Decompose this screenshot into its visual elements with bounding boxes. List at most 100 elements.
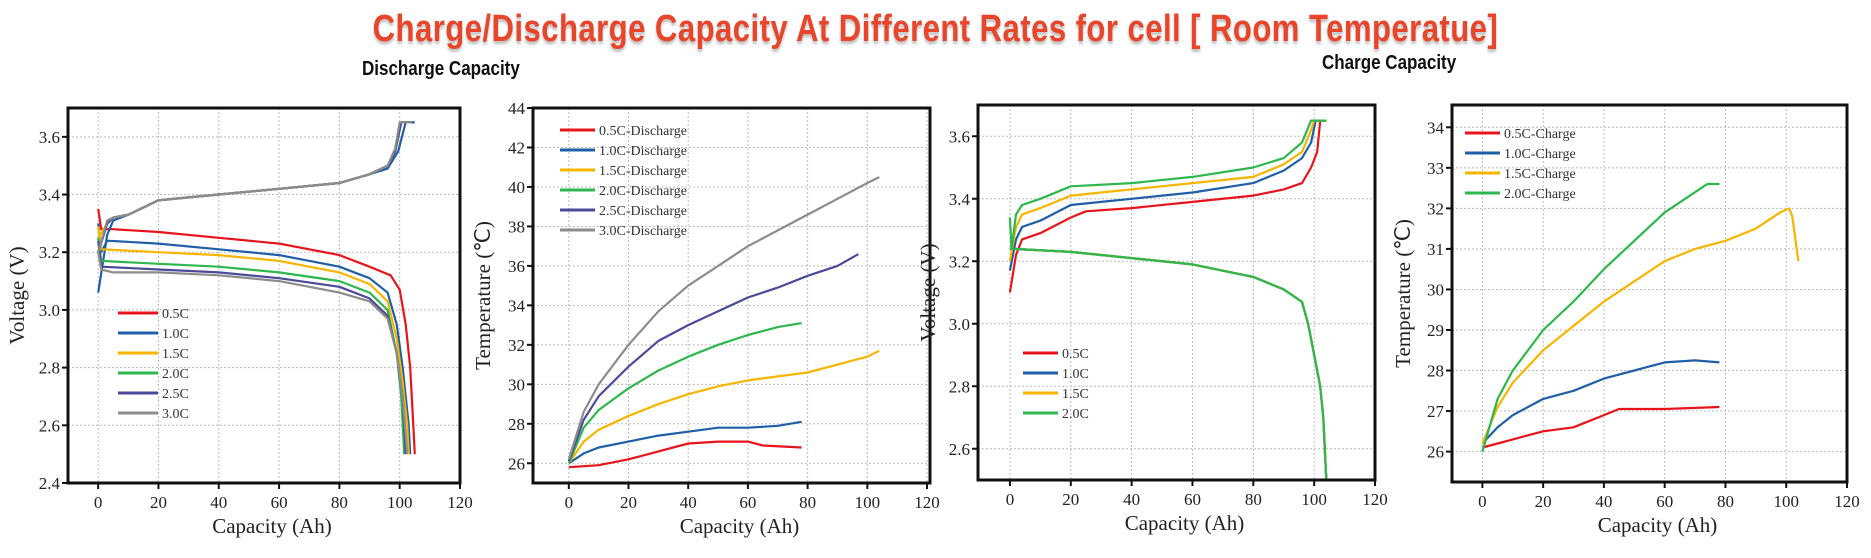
x-tick-label: 100 bbox=[1773, 492, 1799, 511]
series-line-2_0C-Charge bbox=[1481, 182, 1720, 452]
y-axis-title: Voltage (V) bbox=[5, 246, 29, 344]
series-line-2_0C-Discharge bbox=[567, 322, 802, 464]
chart-1: 0 20 40 60 80 100 120 2.4 2.6 2.8 3.0 3.2 3.4 3.6 0.5C… bbox=[5, 106, 473, 538]
x-axis-title: Capacity (Ah) bbox=[680, 514, 800, 538]
series-line-1_0C-Charge bbox=[1481, 359, 1720, 445]
chart-2: 0 20 40 60 80 100 120 26 28 30 32 34 36 38 40 42 44 0.5C-… bbox=[471, 99, 940, 538]
chart-3: 0 20 40 60 80 100 120 2.6 2.8 3.0 3.2 3.4 3.6 0.5C 1.0… bbox=[916, 103, 1388, 535]
series-line-1_5C-Charge bbox=[1481, 207, 1800, 444]
x-axis-title: Capacity (Ah) bbox=[1125, 511, 1245, 535]
legend-label: 3.0C bbox=[162, 407, 189, 422]
series-line-1_5C-Discharge bbox=[567, 349, 880, 464]
y-tick-label: 40 bbox=[508, 178, 525, 197]
chart-4: 0 20 40 60 80 100 120 26 27 28 29 30 31 32 33 34 0.5C-Ch… bbox=[1391, 103, 1860, 537]
legend-label: 2.5C-Discharge bbox=[599, 204, 687, 219]
x-tick-label: 60 bbox=[271, 493, 288, 512]
y-tick-label: 36 bbox=[508, 257, 525, 276]
y-tick-label: 31 bbox=[1427, 240, 1444, 259]
x-tick-label: 100 bbox=[1301, 490, 1327, 509]
x-tick-label: 100 bbox=[855, 493, 881, 512]
x-tick-label: 40 bbox=[1595, 492, 1612, 511]
x-tick-label: 60 bbox=[1656, 492, 1673, 511]
x-axis-title: Capacity (Ah) bbox=[1598, 513, 1718, 537]
y-tick-label: 26 bbox=[508, 454, 525, 473]
legend-label: 2.0C bbox=[162, 367, 189, 382]
y-tick-label: 2.6 bbox=[39, 416, 60, 435]
x-tick-label: 80 bbox=[1245, 490, 1262, 509]
legend-label: 1.0C-Discharge bbox=[599, 144, 687, 159]
series-line-0_5C-discharge bbox=[97, 208, 416, 455]
plot-area bbox=[533, 108, 930, 483]
y-tick-label: 34 bbox=[1427, 118, 1445, 137]
y-tick-label: 2.8 bbox=[949, 377, 970, 396]
y-tick-label: 26 bbox=[1427, 443, 1444, 462]
legend-label: 0.5C bbox=[162, 307, 189, 322]
legend-label: 2.0C-Charge bbox=[1504, 187, 1576, 202]
y-tick-label: 3.4 bbox=[949, 190, 971, 209]
main-title: Charge/Discharge Capacity At Different R… bbox=[372, 8, 1499, 50]
x-tick-label: 80 bbox=[799, 493, 816, 512]
x-tick-label: 20 bbox=[150, 493, 167, 512]
y-tick-label: 30 bbox=[1427, 280, 1444, 299]
series-line-0_5C-Discharge bbox=[568, 440, 802, 469]
plot-area bbox=[68, 108, 460, 483]
y-tick-label: 3.2 bbox=[39, 243, 60, 262]
y-tick-label: 2.8 bbox=[39, 359, 60, 378]
series-line-1_5C-charge bbox=[1008, 119, 1327, 262]
y-tick-label: 29 bbox=[1427, 321, 1444, 340]
y-tick-label: 3.2 bbox=[949, 252, 970, 271]
legend-label: 3.0C-Discharge bbox=[599, 224, 687, 239]
y-tick-label: 2.4 bbox=[39, 474, 61, 493]
legend-label: 1.5C-Charge bbox=[1504, 167, 1576, 182]
x-tick-label: 20 bbox=[1062, 490, 1079, 509]
y-tick-label: 32 bbox=[1427, 199, 1444, 218]
y-tick-label: 3.4 bbox=[39, 186, 61, 205]
series-line-2_0C-charge bbox=[1008, 119, 1327, 250]
x-tick-label: 40 bbox=[1123, 490, 1140, 509]
x-tick-label: 60 bbox=[739, 493, 756, 512]
series-line-0_5C-charge bbox=[1008, 119, 1327, 293]
series-line-2_0C-discharge bbox=[1009, 247, 1328, 481]
series-line-2_5C-Discharge bbox=[567, 253, 859, 462]
x-tick-label: 120 bbox=[1362, 490, 1388, 509]
y-tick-label: 32 bbox=[508, 336, 525, 355]
series-line-3_0C-discharge bbox=[97, 252, 409, 455]
legend-label: 2.5C bbox=[162, 387, 189, 402]
x-tick-label: 0 bbox=[1006, 490, 1015, 509]
y-axis-title: Voltage (V) bbox=[916, 243, 940, 341]
legend-label: 1.5C bbox=[162, 347, 189, 362]
legend-label: 0.5C bbox=[1062, 347, 1089, 362]
y-tick-label: 30 bbox=[508, 375, 525, 394]
legend-label: 1.0C bbox=[1062, 367, 1089, 382]
y-tick-label: 27 bbox=[1427, 402, 1445, 421]
x-tick-label: 0 bbox=[1478, 492, 1487, 511]
x-tick-label: 80 bbox=[1717, 492, 1734, 511]
x-tick-label: 40 bbox=[210, 493, 227, 512]
legend-label: 1.0C bbox=[162, 327, 189, 342]
x-tick-label: 100 bbox=[387, 493, 413, 512]
y-tick-label: 38 bbox=[508, 217, 525, 236]
legend-label: 1.5C bbox=[1062, 387, 1089, 402]
series-line-3_0C-Discharge bbox=[567, 176, 880, 460]
x-tick-label: 120 bbox=[1834, 492, 1860, 511]
y-tick-label: 44 bbox=[508, 99, 526, 118]
y-tick-label: 28 bbox=[1427, 362, 1444, 381]
x-tick-label: 40 bbox=[680, 493, 697, 512]
legend-label: 0.5C-Charge bbox=[1504, 127, 1576, 142]
y-tick-label: 3.6 bbox=[39, 128, 60, 147]
y-tick-label: 2.6 bbox=[949, 440, 970, 459]
y-tick-label: 42 bbox=[508, 138, 525, 157]
x-tick-label: 20 bbox=[1535, 492, 1552, 511]
discharge-capacity-subtitle: Discharge Capacity bbox=[362, 58, 520, 80]
x-tick-label: 60 bbox=[1184, 490, 1201, 509]
legend-label: 2.0C bbox=[1062, 407, 1089, 422]
legend-label: 2.0C-Discharge bbox=[599, 184, 687, 199]
series-line-1_0C-Discharge bbox=[568, 420, 802, 465]
plot-frame bbox=[976, 103, 1377, 482]
plot-area bbox=[978, 105, 1375, 480]
series-line-3_0C-charge bbox=[97, 121, 412, 253]
y-tick-label: 34 bbox=[508, 296, 526, 315]
plot-frame bbox=[531, 106, 932, 485]
x-tick-label: 120 bbox=[914, 493, 940, 512]
plot-frame bbox=[1450, 103, 1849, 484]
